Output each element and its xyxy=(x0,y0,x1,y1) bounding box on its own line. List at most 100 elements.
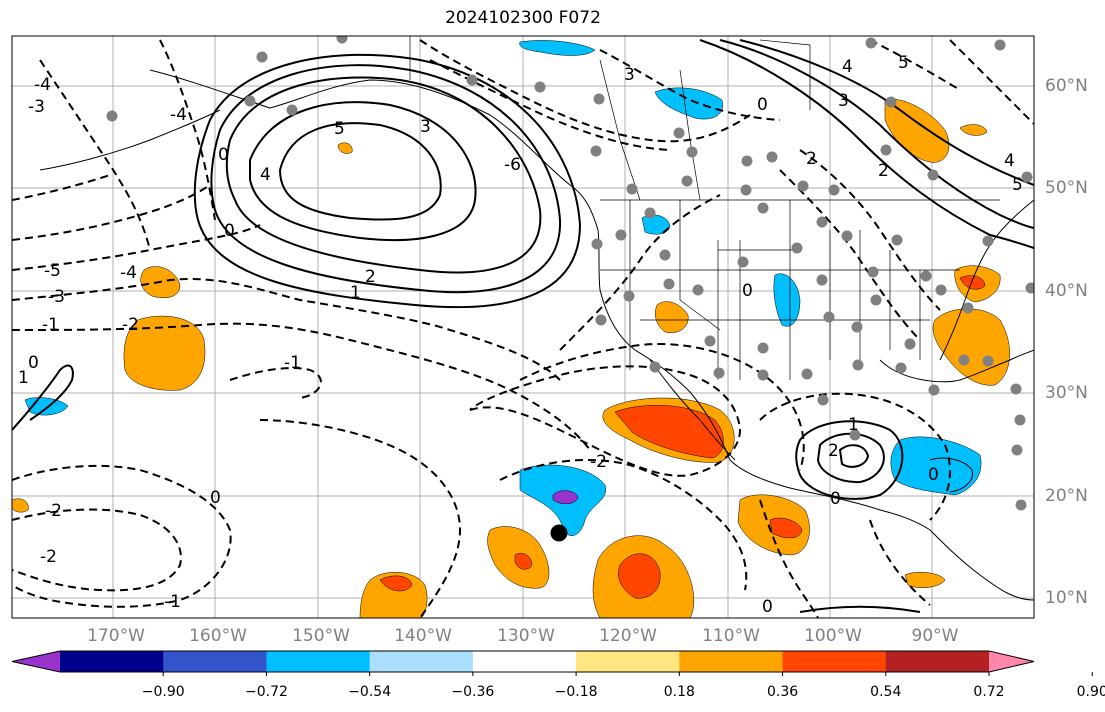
colorbar xyxy=(11,650,1093,676)
graticule xyxy=(12,36,1034,618)
map-border xyxy=(11,35,1035,619)
colorbar-outline xyxy=(11,650,1035,673)
contour-label: 3 xyxy=(838,91,849,111)
contour-label: -1 xyxy=(42,315,59,335)
colorbar-tick-label: 0.36 xyxy=(766,684,799,700)
contour-label: 0 xyxy=(28,353,39,373)
colorbar-swatch xyxy=(679,651,784,672)
state-borders xyxy=(409,36,1000,380)
contour-label: 4 xyxy=(842,57,853,77)
colorbar-swatch xyxy=(885,651,990,672)
red-blob-ne2 xyxy=(959,275,986,290)
orange-blob-west3 xyxy=(12,498,29,513)
longitude-label: 120°W xyxy=(599,626,657,646)
coastline-east xyxy=(939,199,1034,361)
contour-label: 2 xyxy=(828,441,839,461)
colorbar-swatch xyxy=(472,651,577,672)
contour-label: 1 xyxy=(350,283,361,303)
coastline-alaska xyxy=(149,69,1034,601)
storm-center-marker xyxy=(550,524,568,542)
contour-label: 0 xyxy=(218,145,229,165)
red-blob-s2 xyxy=(379,575,413,592)
contour-label: -6 xyxy=(504,155,521,175)
contour-label: 5 xyxy=(1012,175,1023,195)
purple-blob xyxy=(552,490,579,505)
contour-label: -4 xyxy=(34,75,51,95)
orange-blob-tiny2 xyxy=(959,124,988,136)
map-title: 2024102300 F072 xyxy=(445,8,601,28)
coastline-aleutians xyxy=(39,109,221,171)
anomaly-shading xyxy=(12,40,1010,618)
contour-label: -4 xyxy=(170,105,187,125)
contour-label: 3 xyxy=(624,65,635,85)
colorbar-tick-label: −0.36 xyxy=(451,684,495,700)
coastline-yucatan xyxy=(929,457,974,493)
contour-label: -2 xyxy=(45,501,62,521)
contour-label: -2 xyxy=(590,452,607,472)
contour-label: 0 xyxy=(224,221,235,241)
coastline-baja xyxy=(649,359,736,461)
latitude-label: 10°N xyxy=(1045,588,1088,608)
contour-label: -1 xyxy=(284,353,301,373)
blue-blob-north xyxy=(654,87,723,120)
contour-label: -3 xyxy=(28,97,45,117)
red-blob-south xyxy=(618,553,661,599)
contour-label: 3 xyxy=(420,117,431,137)
colorbar-swatch xyxy=(60,651,164,672)
contour-label: 4 xyxy=(260,165,271,185)
contour-label: -4 xyxy=(120,263,137,283)
contour-label: 4 xyxy=(1004,151,1015,171)
colorbar-tick-label: −0.18 xyxy=(554,684,598,700)
colorbar-tick-label: −0.54 xyxy=(348,684,392,700)
longitude-label: 130°W xyxy=(497,626,555,646)
colorbar-tick-label: 0.90 xyxy=(1076,684,1105,700)
contour-labels: -4 -3 -5 -3 -1 -4 -2 0 1 -2 -2 0 -1 -1 5… xyxy=(18,53,1023,617)
blue-blob-top xyxy=(519,40,596,56)
orange-blob-tiny xyxy=(337,142,353,154)
contour-label: 0 xyxy=(830,489,841,509)
longitude-label: 160°W xyxy=(189,626,247,646)
contour-label: -5 xyxy=(44,261,61,281)
colorbar-extend-high xyxy=(989,651,1034,672)
contour-label: 0 xyxy=(757,95,768,115)
latitude-label: 30°N xyxy=(1045,383,1088,403)
station-dots xyxy=(106,36,1034,511)
contour-label: 2 xyxy=(365,267,376,287)
orange-blob-mid xyxy=(655,301,689,333)
colorbar-swatch xyxy=(782,651,887,672)
contour-label: 1 xyxy=(18,368,29,388)
orange-blob-cam xyxy=(904,572,946,588)
contour-label: 0 xyxy=(928,465,939,485)
contour-label: -3 xyxy=(48,287,65,307)
coastline-gulf xyxy=(879,349,1034,383)
contour-label: -2 xyxy=(122,315,139,335)
longitude-label: 140°W xyxy=(394,626,452,646)
longitude-label: 110°W xyxy=(702,626,760,646)
colorbar-extend-low xyxy=(12,651,60,672)
contour-label: 0 xyxy=(762,597,773,617)
dashed-contours xyxy=(12,39,1034,618)
contour-label: 1 xyxy=(848,415,859,435)
contour-label: 0 xyxy=(742,281,753,301)
contour-label: 5 xyxy=(334,119,345,139)
colorbar-tick-label: −0.72 xyxy=(244,684,288,700)
latitude-label: 40°N xyxy=(1045,281,1088,301)
contour-label: 0 xyxy=(210,488,221,508)
latitude-label: 20°N xyxy=(1045,486,1088,506)
red-blob-sw xyxy=(514,552,533,570)
colorbar-tick-label: 0.18 xyxy=(663,684,695,700)
colorbar-tick-label: 0.54 xyxy=(870,684,902,700)
blue-blob-gulf xyxy=(890,436,982,496)
colorbar-swatch xyxy=(266,651,371,672)
contour-label: -1 xyxy=(164,592,181,612)
colorbar-tick-label: 0.72 xyxy=(973,684,1005,700)
contour-label: 2 xyxy=(878,161,889,181)
longitude-label: 170°W xyxy=(87,626,145,646)
red-blob-mex xyxy=(769,517,803,539)
orange-blob-se xyxy=(932,308,1010,386)
longitude-label: 150°W xyxy=(292,626,350,646)
contour-label: 5 xyxy=(898,53,909,73)
longitude-label: 100°W xyxy=(804,626,862,646)
colorbar-swatch xyxy=(576,651,680,672)
